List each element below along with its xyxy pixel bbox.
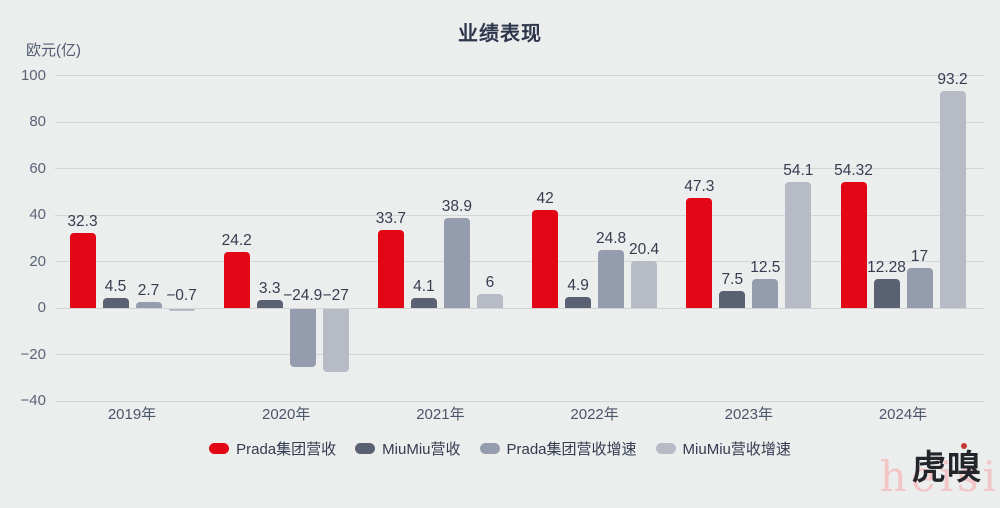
gridline: [55, 121, 984, 123]
value-label: −24.9: [283, 287, 323, 304]
legend-item[interactable]: Prada集团营收增速: [479, 438, 637, 459]
value-label: 33.7: [375, 209, 406, 227]
value-label: 93.2: [937, 71, 968, 89]
gridline: [55, 75, 984, 76]
bar: [840, 181, 867, 308]
x-tick-label: 2023年: [724, 406, 773, 423]
gridline: [55, 168, 984, 169]
value-label: 17: [910, 248, 929, 266]
y-tick-label: 40: [29, 206, 46, 223]
bar: [256, 300, 283, 308]
value-label: −0.7: [166, 287, 197, 304]
legend-item[interactable]: Prada集团营收: [209, 438, 336, 459]
bar: [565, 296, 592, 308]
value-label: 20.4: [629, 240, 660, 258]
value-label: 3.3: [258, 280, 281, 298]
y-tick-label: 20: [29, 252, 46, 270]
value-label: 54.1: [783, 162, 814, 180]
bar: [873, 279, 900, 308]
value-label: 2.7: [137, 281, 160, 299]
gridline: [55, 400, 984, 402]
value-label: 42: [536, 190, 554, 208]
gridline: [55, 307, 984, 309]
bar: [410, 298, 437, 308]
bar: [135, 301, 162, 308]
y-tick-label: −40: [20, 392, 46, 409]
bar: [785, 182, 812, 308]
bar: [476, 294, 503, 308]
value-label: 32.3: [67, 212, 98, 230]
bar: [719, 290, 746, 308]
legend-label: MiuMiu营收: [382, 440, 461, 458]
legend-item[interactable]: MiuMiu营收增速: [655, 438, 791, 459]
legend-label: Prada集团营收: [236, 440, 337, 458]
huxiu-logo: 虎嗅: [912, 448, 982, 488]
x-tick-label: 2019年: [107, 406, 157, 423]
x-tick-label: 2022年: [570, 406, 619, 423]
value-label: 47.3: [684, 178, 715, 196]
bar: [906, 268, 933, 308]
legend-swatch-icon: [655, 442, 676, 454]
bar: [598, 250, 625, 308]
bar: [631, 260, 658, 308]
bar: [168, 309, 195, 311]
chart-title: 业绩表现: [458, 23, 542, 45]
y-tick-label: 100: [20, 66, 46, 84]
legend-item[interactable]: MiuMiu营收: [355, 438, 461, 459]
legend-label: Prada集团营收增速: [506, 440, 637, 458]
heisi-watermark: heisi: [879, 452, 1000, 501]
bar: [102, 297, 129, 308]
gridline: [55, 214, 984, 216]
legend-swatch-icon: [209, 442, 230, 454]
value-label: 4.9: [567, 276, 589, 294]
bar: [752, 278, 779, 308]
y-tick-label: 0: [37, 299, 46, 316]
gridline: [55, 261, 984, 262]
legend-label: MiuMiu营收增速: [682, 440, 791, 458]
bar: [289, 309, 316, 367]
gridline: [55, 354, 984, 355]
value-label: 54.32: [834, 161, 873, 179]
bar: [939, 91, 966, 308]
legend-swatch-icon: [479, 442, 500, 454]
value-label: 12.28: [867, 259, 906, 277]
bar: [443, 217, 470, 308]
huxiu-logo-dot-icon: [961, 443, 967, 449]
bar: [223, 251, 250, 308]
legend-swatch-icon: [355, 442, 376, 454]
y-tick-label: 60: [29, 159, 46, 177]
value-label: 24.8: [596, 230, 627, 248]
value-label: 12.5: [750, 258, 781, 276]
bar: [532, 210, 559, 308]
bar: [377, 229, 404, 308]
x-tick-label: 2024年: [878, 406, 928, 423]
value-label: −27: [322, 287, 349, 304]
x-tick-label: 2020年: [262, 406, 311, 423]
value-label: 38.9: [441, 197, 472, 215]
y-axis-unit-label: 欧元(亿): [26, 42, 81, 59]
y-tick-label: −20: [20, 345, 46, 363]
x-tick-label: 2021年: [416, 406, 465, 423]
value-label: 24.2: [221, 231, 252, 249]
bar: [322, 309, 349, 372]
value-label: 7.5: [721, 270, 744, 288]
y-tick-label: 80: [29, 113, 46, 130]
value-label: 6: [485, 274, 495, 292]
bar: [686, 198, 713, 308]
bar: [69, 232, 96, 308]
value-label: 4.1: [413, 278, 435, 296]
value-label: 4.5: [104, 277, 127, 295]
legend: Prada集团营收 MiuMiu营收 Prada集团营收增速 MiuMiu营收增速: [0, 437, 1000, 459]
